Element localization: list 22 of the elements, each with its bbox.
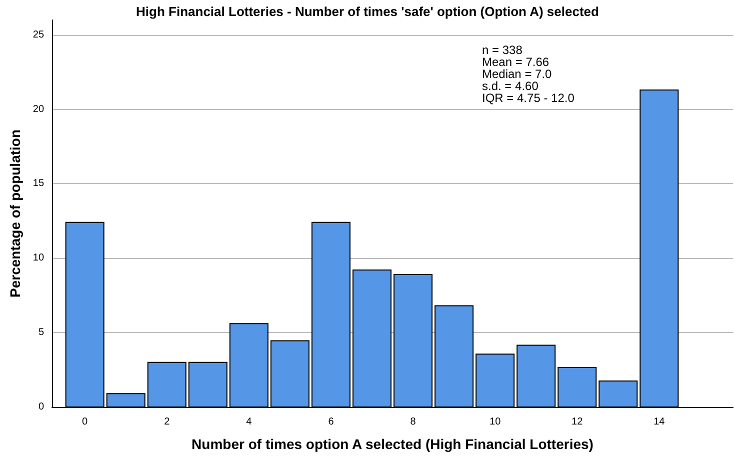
y-tick-label: 15	[32, 178, 44, 190]
annotation: IQR = 4.75 - 12.0	[482, 91, 575, 105]
x-axis-title: Number of times option A selected (High Financial Lotteries)	[192, 436, 594, 452]
x-tick-label: 14	[654, 416, 666, 428]
x-tick-label: 2	[164, 416, 170, 428]
x-tick-label: 10	[490, 416, 502, 428]
chart-title: High Financial Lotteries - Number of times 'safe' option (Option A) selected	[136, 4, 600, 19]
annotation: Mean = 7.66	[482, 55, 550, 69]
annotation: n = 338	[482, 43, 523, 57]
y-tick-label: 25	[32, 29, 44, 40]
y-tick-label: 0	[38, 402, 44, 412]
x-tick-label: 4	[246, 416, 252, 428]
y-tick-label: 20	[32, 104, 44, 115]
x-tick-label: 12	[572, 416, 584, 428]
y-tick-label: 5	[38, 327, 44, 338]
y-axis-title: Percentage of population	[7, 129, 23, 298]
x-tick-label: 8	[410, 416, 416, 428]
x-tick-label: 6	[328, 416, 334, 428]
annotation: Median = 7.0	[482, 67, 552, 81]
y-tick-label: 10	[32, 252, 44, 264]
x-tick-label: 0	[82, 416, 88, 428]
annotation: s.d. = 4.60	[482, 79, 539, 93]
